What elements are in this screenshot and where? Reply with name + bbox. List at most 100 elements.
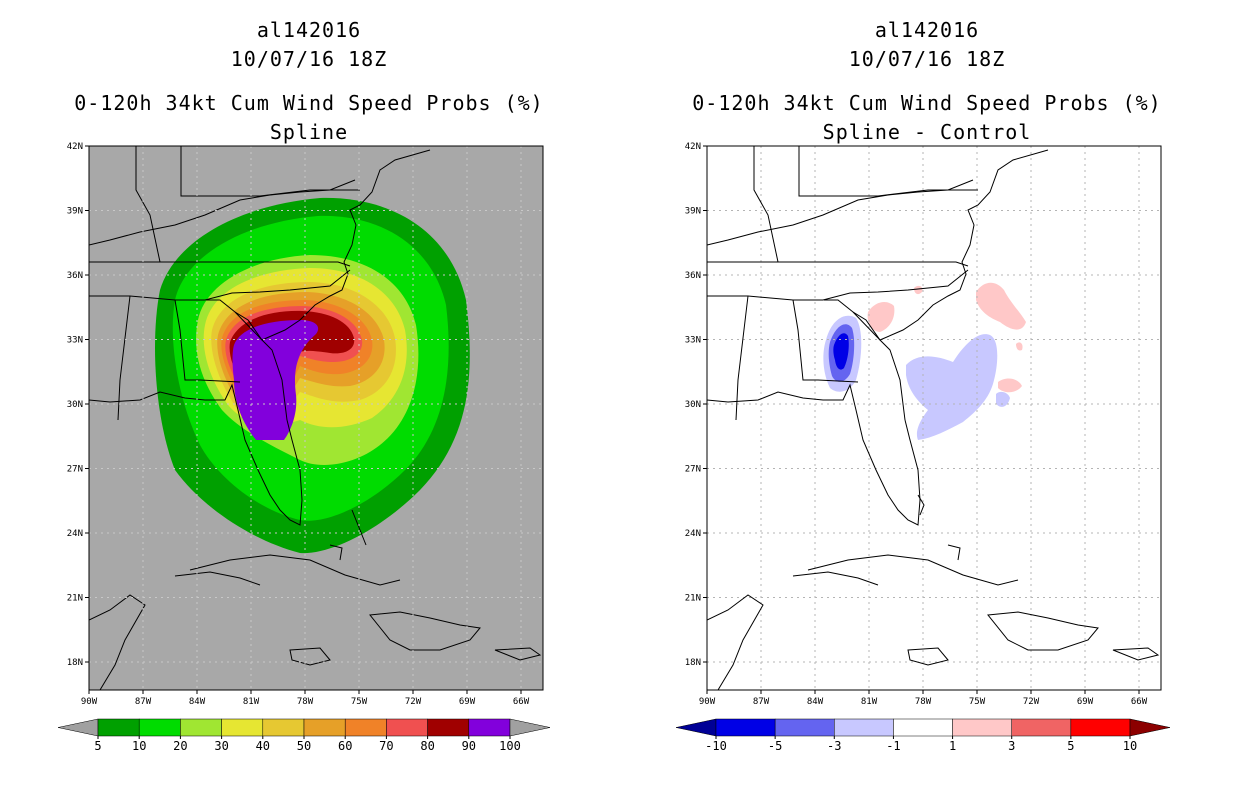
lon-label: 81W [861,697,878,707]
contour-neg1-ocean [906,334,998,440]
colorbar-segment [834,718,894,737]
colorbar-label: 30 [214,739,228,753]
plot-title: 0-120h 34kt Cum Wind Speed Probs (%) [692,91,1162,115]
colorbar-segment [180,718,222,737]
contour-neg5 [833,333,849,370]
colorbar-segment [893,718,953,737]
lat-label: 24N [67,529,83,539]
coastlines [707,146,1160,690]
lat-label: 36N [685,271,701,281]
lon-label: 87W [753,697,770,707]
contour-pos1-d [914,285,923,295]
colorbar-segment [97,718,140,737]
colorbar-label: 100 [499,739,521,753]
longitude-labels: 90W 87W 84W 81W 78W 75W 72W 69W 66W [699,690,1148,707]
contour-90 [232,320,319,440]
lat-label: 33N [67,336,83,346]
lat-label: 27N [685,465,701,475]
colorbar-label: 60 [338,739,352,753]
valid-datetime: 10/07/16 18Z [230,47,388,71]
latitude-labels: 42N 39N 36N 33N 30N 27N 24N 21N 18N [67,142,89,668]
lon-label: 84W [807,697,824,707]
colorbar: 5 10 20 30 40 50 60 70 80 90 100 [57,718,551,753]
colorbar-segment [427,718,470,737]
map-frame [706,145,1162,691]
colorbar-label: 20 [173,739,187,753]
colorbar-label: 5 [1067,739,1074,753]
colorbar-low-end [675,718,717,737]
map-frame [88,145,544,691]
contour-neg1-small [996,391,1010,407]
plot-subtitle: Spline - Control [822,120,1032,144]
lon-label: 78W [297,697,314,707]
colorbar-label: -5 [768,739,782,753]
colorbar-label: 50 [297,739,311,753]
lon-label: 87W [135,697,152,707]
valid-datetime: 10/07/16 18Z [848,47,1006,71]
longitude-labels: 90W 87W 84W 81W 78W 75W 72W 69W 66W [81,690,530,707]
lat-label: 21N [685,594,701,604]
lon-label: 72W [405,697,422,707]
latitude-labels: 42N 39N 36N 33N 30N 27N 24N 21N 18N [685,142,707,668]
lon-label: 69W [459,697,476,707]
lat-label: 42N [67,142,83,152]
lon-label: 66W [1131,697,1148,707]
colorbar-label: 10 [1123,739,1137,753]
lon-label: 78W [915,697,932,707]
colorbar-label: 90 [462,739,476,753]
colorbar-segment [952,718,1012,737]
storm-id: al142016 [256,18,362,42]
lat-label: 39N [685,207,701,217]
lat-label: 30N [685,400,701,410]
colorbar-label: 3 [1008,739,1015,753]
lon-label: 72W [1023,697,1040,707]
colorbar-label: 40 [256,739,270,753]
panel-spline: al142016 10/07/16 18Z 0-120h 34kt Cum Wi… [57,18,551,753]
colorbar-label: 1 [949,739,956,753]
lon-label: 69W [1077,697,1094,707]
lon-label: 75W [969,697,986,707]
difference-map: 42N 39N 36N 33N 30N 27N 24N 21N 18N 90W 87W 84W 81W… [675,142,1171,753]
colorbar-low-end [57,718,99,737]
colorbar-segment [1011,718,1072,737]
contour-pos1-b [976,282,1026,330]
probability-map: 42N 39N 36N 33N 30N 27N 24N 21N 18N 90W 87W 84W 81W… [57,142,551,753]
contour-pos1-c [998,378,1022,393]
colorbar-high-end [509,718,551,737]
lat-label: 24N [685,529,701,539]
colorbar-segment [468,718,511,737]
map-grid [89,146,543,690]
colorbar-segment [715,718,776,737]
probability-contours [155,197,470,554]
colorbar-label: -1 [886,739,900,753]
colorbar-label: -3 [827,739,841,753]
map-grid [707,146,1161,690]
lat-label: 36N [67,271,83,281]
colorbar-segment [344,718,387,737]
colorbar-segment [386,718,428,737]
plot-title: 0-120h 34kt Cum Wind Speed Probs (%) [74,91,544,115]
colorbar-segment [303,718,346,737]
lat-label: 18N [685,658,701,668]
lat-label: 30N [67,400,83,410]
lon-label: 90W [81,697,98,707]
lat-label: 18N [67,658,83,668]
colorbar-segment [774,718,835,737]
colorbar-high-end [1129,718,1171,737]
lat-label: 33N [685,336,701,346]
lon-label: 66W [513,697,530,707]
storm-id: al142016 [874,18,980,42]
difference-contours [823,282,1026,440]
plot-subtitle: Spline [269,120,349,144]
colorbar-segment [138,718,181,737]
panel-difference: al142016 10/07/16 18Z 0-120h 34kt Cum Wi… [618,0,1236,800]
colorbar: -10 -5 -3 -1 1 3 5 10 [675,718,1171,753]
lat-label: 27N [67,465,83,475]
lon-label: 75W [351,697,368,707]
colorbar-label: 70 [379,739,393,753]
colorbar-label: 80 [420,739,434,753]
lat-label: 42N [685,142,701,152]
colorbar-label: -10 [705,739,727,753]
lat-label: 21N [67,594,83,604]
contour-pos1-a [867,302,895,332]
